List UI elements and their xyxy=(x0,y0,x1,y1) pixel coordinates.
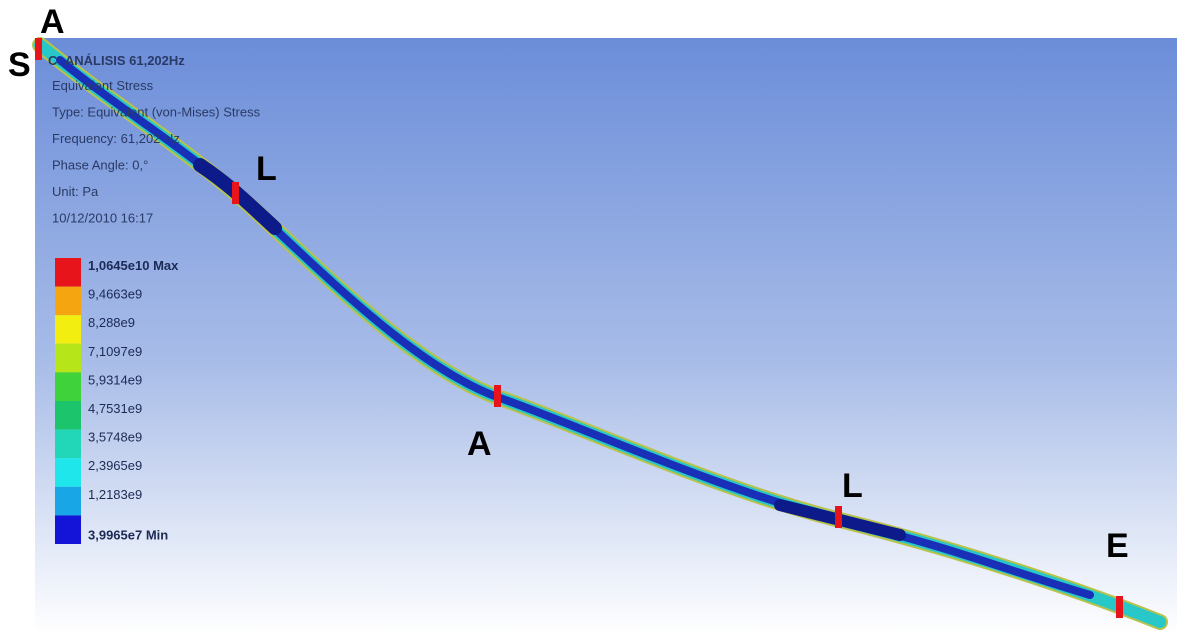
legend-label: 9,4663e9 xyxy=(88,287,142,302)
marker-tick xyxy=(1116,596,1123,618)
marker-tick xyxy=(494,385,501,407)
legend-label: 3,5748e9 xyxy=(88,430,142,445)
marker-tick xyxy=(835,506,842,528)
legend-swatch xyxy=(55,258,81,287)
info-line: Frequency: 61,202 Hz xyxy=(52,131,180,146)
info-line: Equivalent Stress xyxy=(52,78,154,93)
legend-swatch xyxy=(55,430,81,459)
legend-swatch xyxy=(55,344,81,373)
legend-label: 5,9314e9 xyxy=(88,372,142,387)
marker-label: S xyxy=(8,46,31,84)
info-title: C: ANÁLISIS 61,202Hz xyxy=(48,53,185,68)
legend-swatch xyxy=(55,315,81,344)
legend-label: 4,7531e9 xyxy=(88,401,142,416)
marker-tick xyxy=(232,182,239,204)
legend-label: 1,0645e10 Max xyxy=(88,258,179,273)
legend-swatch xyxy=(55,287,81,316)
legend-swatch xyxy=(55,515,81,544)
legend-swatch xyxy=(55,372,81,401)
marker-tick xyxy=(35,38,42,60)
legend-label: 1,2183e9 xyxy=(88,487,142,502)
legend-swatch xyxy=(55,487,81,516)
viewport-background xyxy=(35,38,1177,635)
info-line: Unit: Pa xyxy=(52,184,99,199)
screenshot: C: ANÁLISIS 61,202Hz Equivalent Stress Typ… xyxy=(0,0,1177,635)
marker-label: A xyxy=(467,425,492,463)
marker-label: A xyxy=(40,3,65,41)
legend-swatch xyxy=(55,458,81,487)
info-line: Phase Angle: 0,° xyxy=(52,158,148,173)
legend-swatch xyxy=(55,401,81,430)
info-line: Type: Equivalent (von-Mises) Stress xyxy=(52,105,261,120)
legend-label: 2,3965e9 xyxy=(88,458,142,473)
marker-label: E xyxy=(1106,527,1129,565)
marker-label: L xyxy=(842,467,863,505)
legend-label: 7,1097e9 xyxy=(88,344,142,359)
info-line: 10/12/2010 16:17 xyxy=(52,211,153,226)
legend-label: 8,288e9 xyxy=(88,315,135,330)
marker-label: L xyxy=(256,150,277,188)
legend-label: 3,9965e7 Min xyxy=(88,527,168,542)
